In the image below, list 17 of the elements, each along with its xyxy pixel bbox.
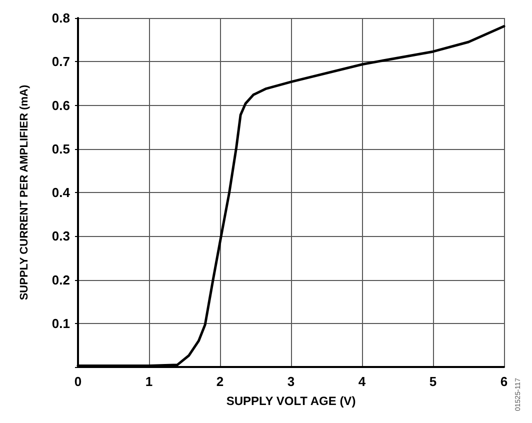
y-tick-label: 0.7 [52,54,70,70]
y-tick-label: 0.6 [52,98,70,113]
x-tick-label: 5 [429,374,437,389]
y-tick-label: 0.2 [52,272,70,288]
y-axis-title: SUPPLY CURRENT PER AMPLIFIER (mA) [18,84,30,300]
x-tick-label: 4 [358,374,366,389]
x-axis-title: SUPPLY VOLT AGE (V) [226,394,356,408]
x-tick-label: 0 [74,374,82,389]
x-tick-label: 1 [145,374,153,389]
x-tick-label: 6 [500,374,508,389]
y-tick-label: 0.5 [52,141,70,156]
y-tick-label: 0.8 [52,10,70,26]
y-tick-label: 0.3 [52,228,70,244]
y-tick-label: 0.4 [52,185,71,200]
x-tick-label: 2 [216,374,224,389]
y-tick-label: 0.1 [52,316,70,331]
x-tick-label: 3 [287,374,295,389]
